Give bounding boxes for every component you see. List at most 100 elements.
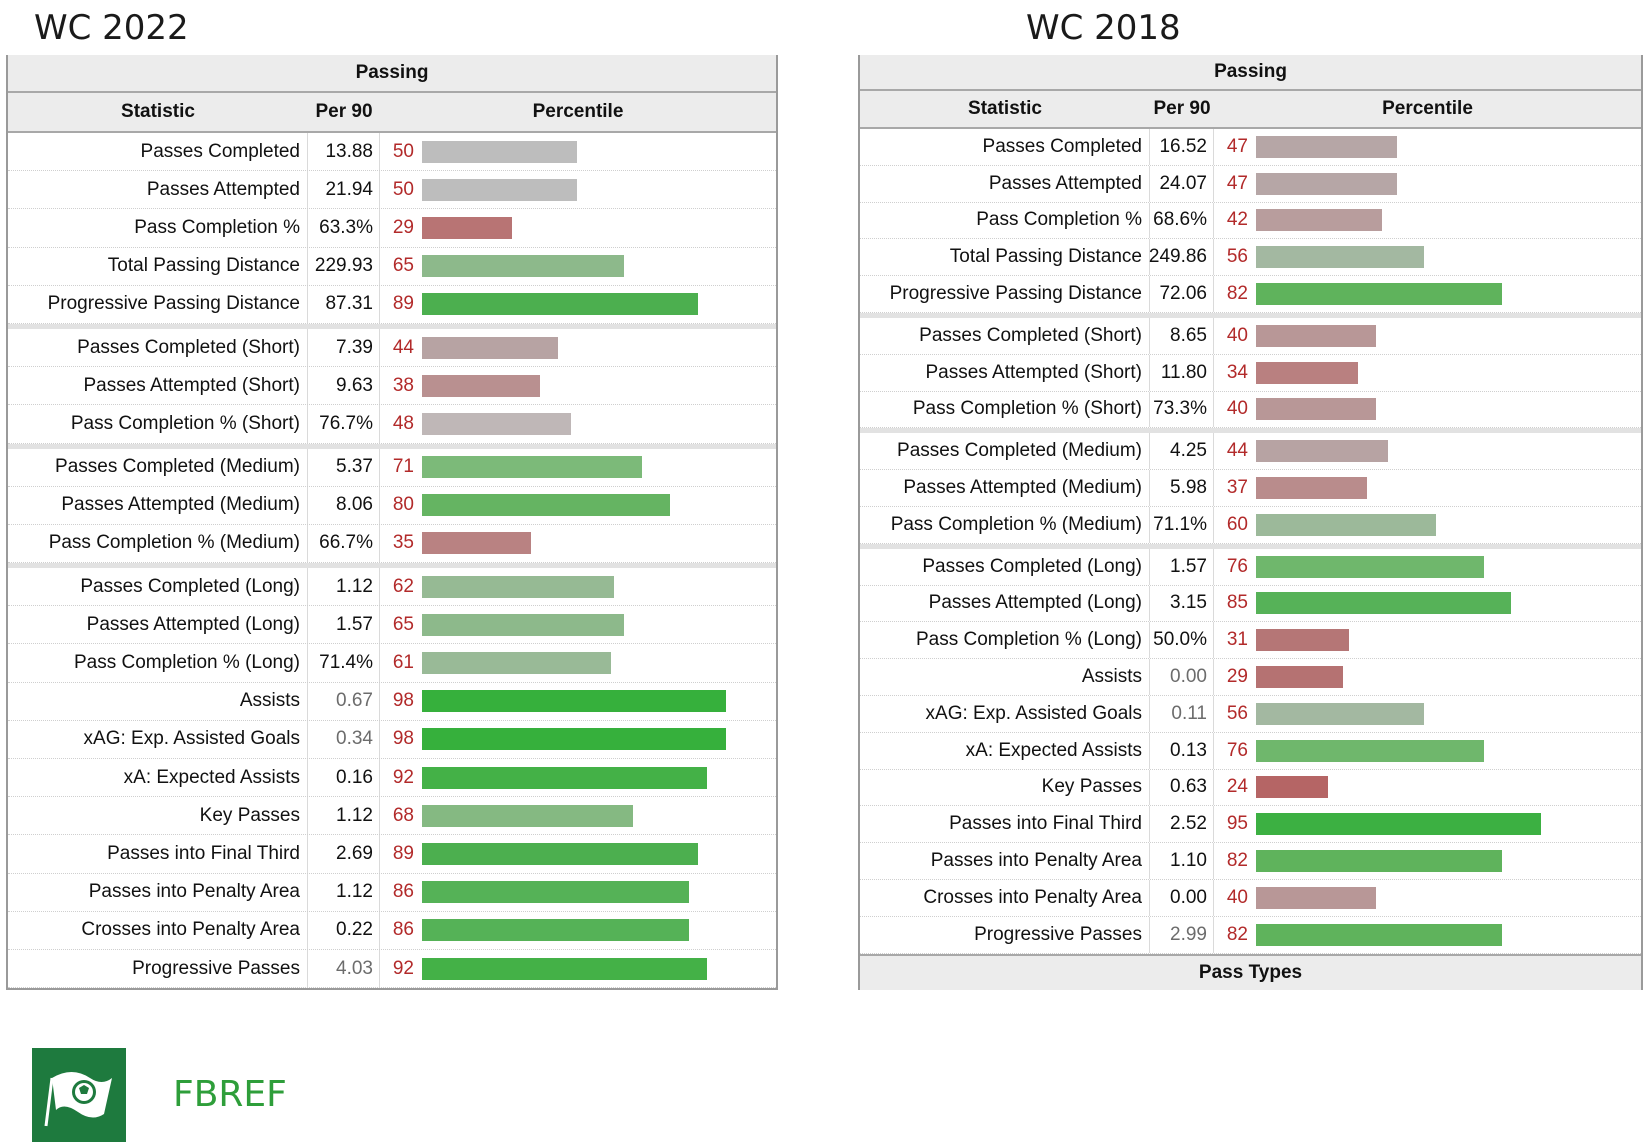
percentile-value: 31 <box>1226 629 1248 651</box>
per90-value: 0.16 <box>308 759 380 797</box>
statistic-label[interactable]: Crosses into Penalty Area <box>8 911 308 949</box>
statistic-label[interactable]: Passes Attempted (Long) <box>860 585 1150 622</box>
statistic-label[interactable]: Passes into Final Third <box>8 835 308 873</box>
percentile-cell: 98 <box>380 721 726 758</box>
statistic-label[interactable]: Progressive Passes <box>860 916 1150 953</box>
statistic-label[interactable]: Passes into Penalty Area <box>860 843 1150 879</box>
table-row: Key Passes 0.63 24 <box>860 769 1641 807</box>
statistic-label[interactable]: Crosses into Penalty Area <box>860 879 1150 916</box>
percentile-cell: 76 <box>1214 733 1484 769</box>
statistic-label[interactable]: Passes Completed <box>860 129 1150 165</box>
statistic-label[interactable]: Passes Completed (Short) <box>860 317 1150 354</box>
statistic-label[interactable]: Passes into Penalty Area <box>8 873 308 911</box>
statistic-label[interactable]: Pass Completion % (Medium) <box>8 524 308 563</box>
fbref-logo[interactable] <box>32 1048 126 1142</box>
per90-value: 0.67 <box>308 682 380 720</box>
statistic-label[interactable]: xA: Expected Assists <box>8 759 308 797</box>
percentile-cell: 50 <box>380 133 577 170</box>
statistic-label[interactable]: Progressive Passing Distance <box>860 276 1150 312</box>
statistic-label[interactable]: Passes Attempted (Long) <box>8 606 308 644</box>
percentile-bar <box>422 336 558 359</box>
percentile-value: 76 <box>1226 739 1248 761</box>
statistic-label[interactable]: Key Passes <box>8 797 308 835</box>
statistic-label[interactable]: Progressive Passes <box>8 949 308 988</box>
statistic-label[interactable]: xAG: Exp. Assisted Goals <box>860 695 1150 732</box>
percentile-bar <box>422 178 577 201</box>
statistic-label[interactable]: Pass Completion % (Short) <box>8 405 308 443</box>
fbref-wordmark[interactable]: FBREF <box>173 1074 287 1115</box>
statistic-label[interactable]: Passes Attempted (Medium) <box>8 486 308 524</box>
percentile-cell: 29 <box>1214 659 1343 695</box>
statistic-label[interactable]: Total Passing Distance <box>860 239 1150 276</box>
statistic-label[interactable]: xAG: Exp. Assisted Goals <box>8 720 308 758</box>
table-row: Pass Completion % (Short) 76.7% 48 <box>8 405 776 444</box>
per90-value: 73.3% <box>1150 391 1214 428</box>
percentile-value: 62 <box>392 575 414 597</box>
per90-value: 1.57 <box>308 606 380 644</box>
percentile-value: 82 <box>1226 923 1248 945</box>
statistic-label[interactable]: Pass Completion % (Long) <box>860 622 1150 659</box>
statistic-label[interactable]: Pass Completion % (Medium) <box>860 506 1150 543</box>
column-header-statistic[interactable]: Statistic <box>968 98 1042 119</box>
statistic-label[interactable]: Total Passing Distance <box>8 247 308 285</box>
statistic-label[interactable]: Passes Completed (Long) <box>860 548 1150 585</box>
table-body: Passes Completed 16.52 47 Passes Attempted 2… <box>860 129 1641 954</box>
table-row: xA: Expected Assists 0.13 76 <box>860 732 1641 770</box>
percentile-cell: 38 <box>380 367 540 404</box>
percentile-bar <box>422 374 540 397</box>
statistic-label[interactable]: Passes Completed (Short) <box>8 328 308 367</box>
column-header-per90[interactable]: Per 90 <box>1153 98 1211 119</box>
statistic-label[interactable]: Assists <box>8 682 308 720</box>
per90-value: 2.99 <box>1150 916 1214 953</box>
per90-value: 5.98 <box>1150 470 1214 506</box>
percentile-value: 86 <box>392 881 414 903</box>
percentile-value: 76 <box>1226 555 1248 577</box>
column-header-statistic[interactable]: Statistic <box>121 101 195 122</box>
statistic-label[interactable]: Passes Attempted (Short) <box>8 367 308 405</box>
percentile-cell: 40 <box>1214 318 1376 354</box>
stats-table: Passing Statistic Per 90 Percentile Pass… <box>6 55 778 991</box>
percentile-value: 85 <box>1226 592 1248 614</box>
percentile-value: 60 <box>1226 513 1248 535</box>
table-row: Total Passing Distance 249.86 56 <box>860 239 1641 277</box>
percentile-cell: 95 <box>1214 806 1541 842</box>
statistic-label[interactable]: Passes Attempted <box>860 165 1150 202</box>
statistic-label[interactable]: Pass Completion % <box>8 209 308 247</box>
statistic-label[interactable]: Passes Completed (Medium) <box>860 433 1150 470</box>
statistic-label[interactable]: xA: Expected Assists <box>860 732 1150 769</box>
column-header-percentile[interactable]: Percentile <box>1382 98 1473 119</box>
statistic-label[interactable]: Pass Completion % (Short) <box>860 391 1150 428</box>
statistic-label[interactable]: Passes into Final Third <box>860 806 1150 843</box>
percentile-bar <box>1256 555 1484 578</box>
statistic-label[interactable]: Passes Completed (Long) <box>8 568 308 606</box>
percentile-cell: 82 <box>1214 276 1502 312</box>
statistic-label[interactable]: Passes Attempted (Medium) <box>860 470 1150 506</box>
percentile-value: 40 <box>1226 886 1248 908</box>
per90-value: 66.7% <box>308 524 380 563</box>
statistic-label[interactable]: Assists <box>860 659 1150 695</box>
statistic-label[interactable]: Key Passes <box>860 769 1150 806</box>
column-header-percentile[interactable]: Percentile <box>532 101 624 122</box>
percentile-bar <box>422 842 698 865</box>
percentile-bar <box>422 881 689 904</box>
percentile-value: 82 <box>1226 283 1248 305</box>
column-header-per90[interactable]: Per 90 <box>315 101 373 122</box>
panel-title: WC 2018 <box>1026 8 1181 48</box>
statistic-label[interactable]: Passes Completed <box>8 133 308 171</box>
statistic-label[interactable]: Passes Attempted (Short) <box>860 354 1150 391</box>
table-row: Passes Completed (Long) 1.57 76 <box>860 543 1641 586</box>
per90-value: 4.25 <box>1150 433 1214 470</box>
percentile-value: 50 <box>392 178 414 200</box>
percentile-bar <box>1256 172 1397 195</box>
table-row: Key Passes 1.12 68 <box>8 797 776 836</box>
section-header: Passing <box>860 55 1641 91</box>
statistic-label[interactable]: Passes Completed (Medium) <box>8 448 308 486</box>
section-header-pass-types[interactable]: Pass Types <box>860 953 1641 990</box>
statistic-label[interactable]: Passes Attempted <box>8 171 308 209</box>
statistic-label[interactable]: Pass Completion % <box>860 202 1150 239</box>
statistic-label[interactable]: Progressive Passing Distance <box>8 285 308 323</box>
percentile-cell: 60 <box>1214 507 1436 543</box>
percentile-value: 86 <box>392 919 414 941</box>
statistic-label[interactable]: Pass Completion % (Long) <box>8 644 308 682</box>
percentile-value: 40 <box>1226 324 1248 346</box>
